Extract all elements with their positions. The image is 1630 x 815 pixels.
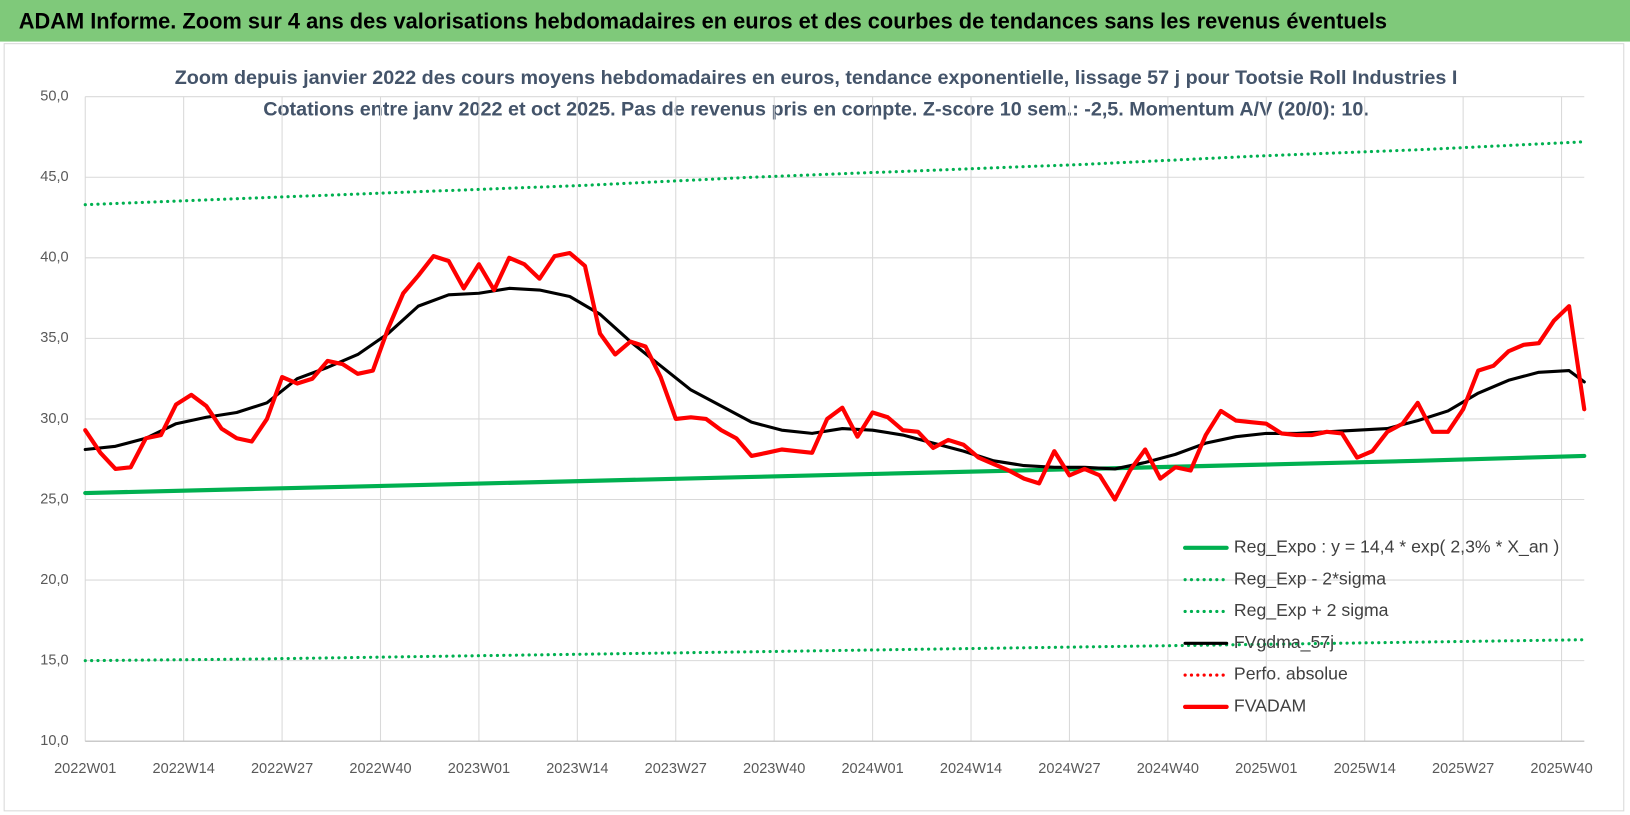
legend-label: FVgdma_57j — [1234, 632, 1334, 653]
x-tick-label: 2023W14 — [546, 761, 608, 777]
header-title: ADAM Informe. Zoom sur 4 ans des valoris… — [19, 9, 1387, 34]
series-line — [83, 140, 1586, 207]
series-line — [83, 453, 1587, 496]
y-tick-label: 25,0 — [40, 491, 68, 507]
chart-subtitle: Cotations entre janv 2022 et oct 2025. P… — [263, 98, 1369, 120]
x-tick-label: 2022W27 — [251, 761, 313, 777]
legend-label: FVADAM — [1234, 696, 1306, 716]
x-tick-label: 2022W14 — [153, 761, 215, 777]
x-tick-label: 2023W40 — [743, 761, 805, 777]
x-tick-label: 2024W27 — [1038, 761, 1100, 777]
x-tick-label: 2022W01 — [54, 761, 116, 777]
legend-label: Reg_Exp - 2*sigma — [1234, 568, 1386, 589]
legend-label: Reg_Expo : y = 14,4 * exp( 2,3% * X_an ) — [1234, 537, 1559, 558]
x-tick-label: 2024W14 — [940, 761, 1002, 777]
chart-frame — [3, 43, 1625, 812]
legend-label: Reg_Exp + 2 sigma — [1234, 600, 1389, 621]
x-tick-label: 2023W27 — [645, 761, 707, 777]
x-tick-label: 2022W40 — [349, 761, 411, 777]
x-tick-label: 2024W01 — [841, 761, 903, 777]
x-tick-label: 2025W14 — [1334, 761, 1396, 777]
x-tick-label: 2024W40 — [1137, 761, 1199, 777]
series-line — [83, 638, 1586, 663]
header-band — [0, 0, 1630, 42]
y-tick-label: 45,0 — [40, 169, 68, 185]
x-tick-label: 2023W01 — [448, 761, 510, 777]
y-tick-label: 10,0 — [40, 733, 68, 749]
y-tick-label: 15,0 — [40, 652, 68, 668]
legend-label: Perfo. absolue — [1234, 664, 1348, 684]
plot — [83, 140, 1587, 663]
legend: Reg_Expo : y = 14,4 * exp( 2,3% * X_an )… — [1182, 537, 1559, 716]
x-tick-label: 2025W01 — [1235, 761, 1297, 777]
y-tick-label: 30,0 — [40, 411, 68, 427]
x-tick-label: 2025W27 — [1432, 761, 1494, 777]
x-tick-label: 2025W40 — [1530, 761, 1592, 777]
grid: 10,0 15,0 20,0 25,0 30,0 35,0 40,0 45,0 50,0 2022… — [40, 89, 1592, 778]
y-tick-label: 40,0 — [40, 250, 68, 266]
series-line — [83, 250, 1587, 502]
y-tick-label: 20,0 — [40, 572, 68, 588]
y-tick-label: 35,0 — [40, 330, 68, 346]
chart-title: Zoom depuis janvier 2022 des cours moyen… — [175, 67, 1458, 89]
y-tick-label: 50,0 — [40, 89, 68, 105]
